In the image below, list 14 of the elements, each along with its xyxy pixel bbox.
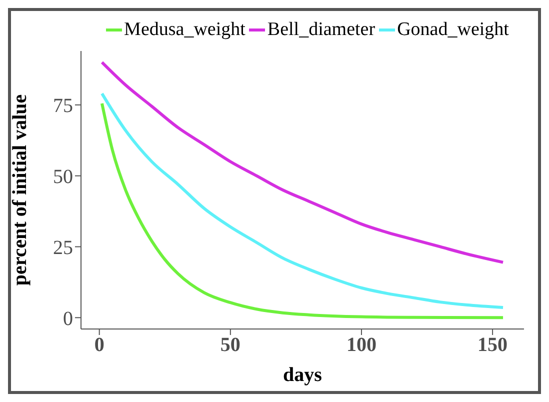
- y-tick-label: 50: [53, 166, 73, 188]
- y-tick-label: 75: [53, 95, 73, 117]
- x-tick-label: 100: [346, 334, 376, 356]
- x-tick-label: 50: [220, 334, 240, 356]
- x-axis-title: days: [283, 364, 322, 386]
- legend-label: Medusa_weight: [124, 19, 246, 41]
- x-tick-label: 150: [478, 334, 508, 356]
- line-series: [100, 60, 505, 264]
- x-tick-label: 0: [94, 334, 104, 356]
- y-axis-title: percent of initial value: [9, 94, 32, 286]
- y-tick-label: 0: [63, 308, 73, 330]
- y-tick-label: 25: [53, 236, 73, 259]
- legend-label: Bell_diameter: [267, 19, 376, 41]
- legend-label: Gonad_weight: [397, 19, 509, 41]
